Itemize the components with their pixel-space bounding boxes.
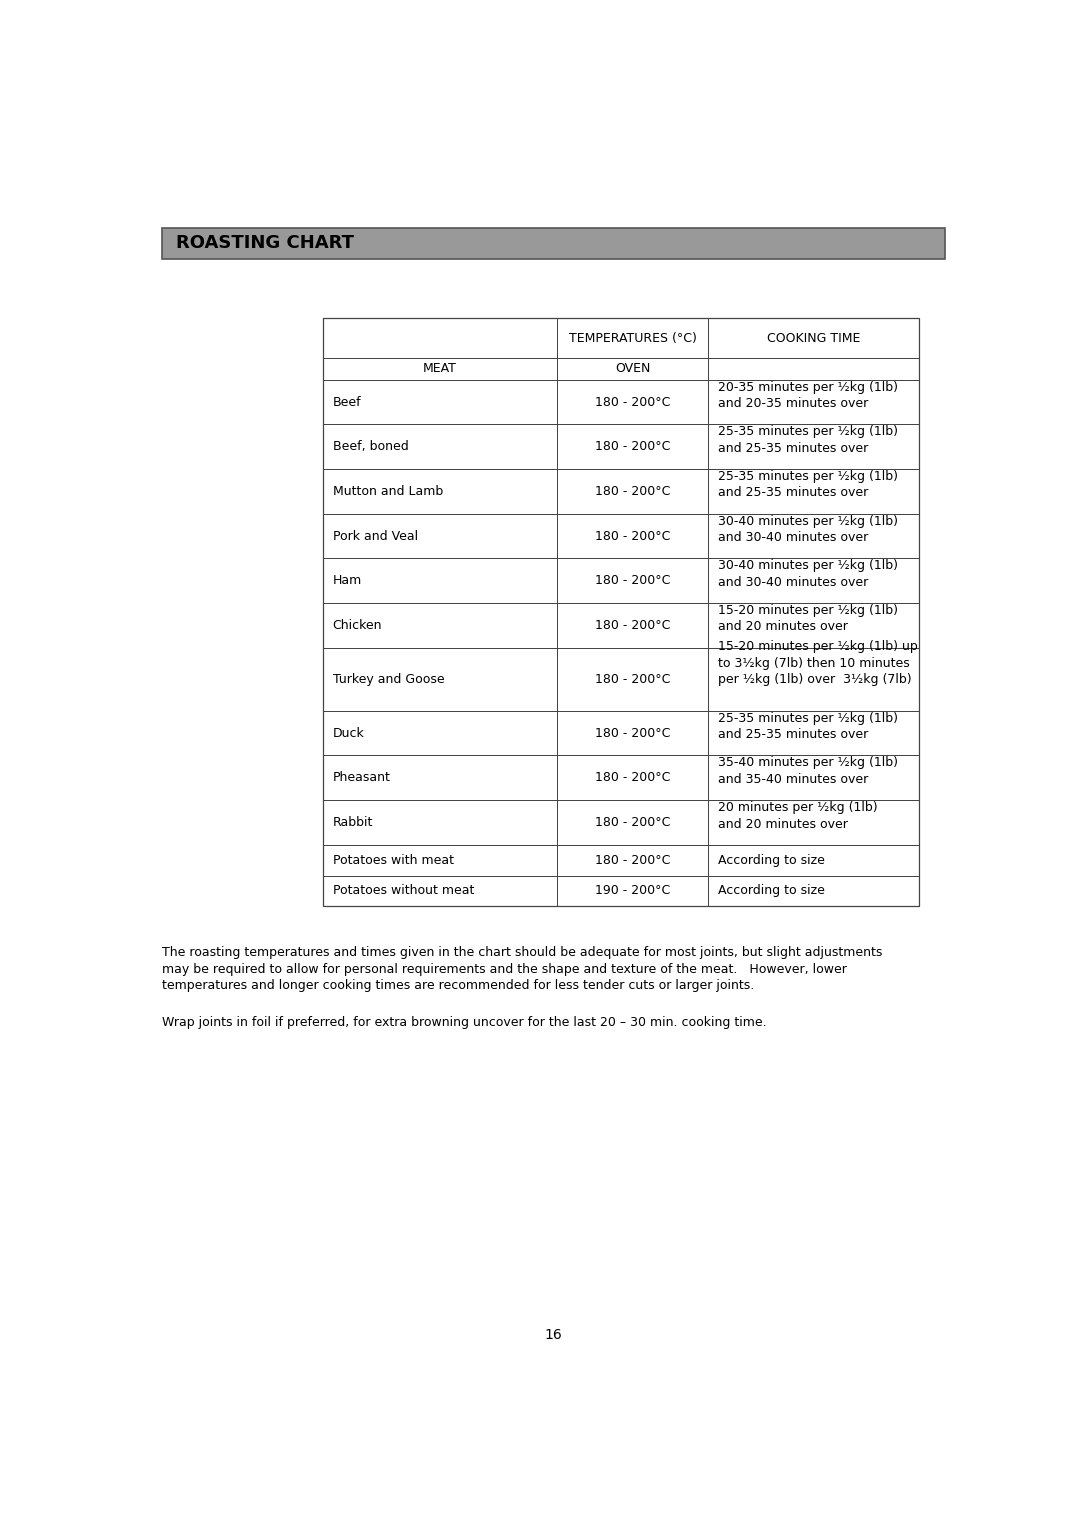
Bar (323, 469, 557, 513)
Text: TEMPERATURES (°C): TEMPERATURES (°C) (568, 332, 697, 345)
Bar (323, 425, 557, 469)
Bar (323, 513, 557, 558)
Text: Beef, boned: Beef, boned (333, 440, 408, 454)
Text: Potatoes without meat: Potatoes without meat (333, 885, 474, 897)
Bar (162, 228, 945, 258)
Bar (323, 755, 557, 801)
Text: Potatoes with meat: Potatoes with meat (333, 854, 454, 866)
Bar (707, 358, 919, 380)
Text: 25-35 minutes per ½kg (1lb)
and 25-35 minutes over: 25-35 minutes per ½kg (1lb) and 25-35 mi… (717, 471, 897, 500)
Bar (707, 425, 919, 469)
Bar (323, 558, 557, 604)
Text: 180 - 200°C: 180 - 200°C (595, 440, 671, 454)
Bar (323, 358, 557, 380)
Bar (707, 845, 919, 876)
Text: 180 - 200°C: 180 - 200°C (595, 530, 671, 542)
Text: 180 - 200°C: 180 - 200°C (595, 816, 671, 830)
Text: 35-40 minutes per ½kg (1lb)
and 35-40 minutes over: 35-40 minutes per ½kg (1lb) and 35-40 mi… (717, 756, 897, 785)
Text: According to size: According to size (717, 854, 824, 866)
Bar (323, 648, 557, 711)
Text: Wrap joints in foil if preferred, for extra browning uncover for the last 20 – 3: Wrap joints in foil if preferred, for ex… (162, 1016, 767, 1028)
Text: 25-35 minutes per ½kg (1lb)
and 25-35 minutes over: 25-35 minutes per ½kg (1lb) and 25-35 mi… (717, 425, 897, 455)
Bar (323, 380, 557, 425)
Text: Mutton and Lamb: Mutton and Lamb (333, 484, 443, 498)
Bar (707, 558, 919, 604)
Bar (707, 513, 919, 558)
Bar (557, 711, 707, 755)
Text: MEAT: MEAT (423, 362, 457, 376)
Bar (557, 380, 707, 425)
Text: 15-20 minutes per ½kg (1lb)
and 20 minutes over: 15-20 minutes per ½kg (1lb) and 20 minut… (717, 604, 897, 634)
Bar (557, 845, 707, 876)
Text: Beef: Beef (333, 396, 361, 408)
Bar (707, 380, 919, 425)
Bar (707, 648, 919, 711)
Bar (557, 801, 707, 845)
Bar (557, 604, 707, 648)
Bar (557, 425, 707, 469)
Text: 30-40 minutes per ½kg (1lb)
and 30-40 minutes over: 30-40 minutes per ½kg (1lb) and 30-40 mi… (717, 559, 897, 588)
Text: 30-40 minutes per ½kg (1lb)
and 30-40 minutes over: 30-40 minutes per ½kg (1lb) and 30-40 mi… (717, 515, 897, 544)
Bar (323, 845, 557, 876)
Bar (557, 558, 707, 604)
Text: Duck: Duck (333, 727, 364, 740)
Text: 16: 16 (544, 1328, 563, 1342)
Bar (707, 876, 919, 906)
Bar (707, 318, 919, 358)
Text: 180 - 200°C: 180 - 200°C (595, 727, 671, 740)
Bar (323, 318, 919, 906)
Text: 190 - 200°C: 190 - 200°C (595, 885, 670, 897)
Bar (323, 876, 557, 906)
Bar (557, 755, 707, 801)
Text: 15-20 minutes per ½kg (1lb) up
to 3½kg (7lb) then 10 minutes
per ½kg (1lb) over : 15-20 minutes per ½kg (1lb) up to 3½kg (… (717, 640, 917, 686)
Text: 20-35 minutes per ½kg (1lb)
and 20-35 minutes over: 20-35 minutes per ½kg (1lb) and 20-35 mi… (717, 380, 897, 410)
Bar (557, 358, 707, 380)
Bar (323, 318, 557, 358)
Bar (557, 876, 707, 906)
Text: 20 minutes per ½kg (1lb)
and 20 minutes over: 20 minutes per ½kg (1lb) and 20 minutes … (717, 801, 877, 831)
Text: 180 - 200°C: 180 - 200°C (595, 396, 671, 408)
Text: Ham: Ham (333, 575, 362, 587)
Bar (707, 755, 919, 801)
Bar (557, 469, 707, 513)
Text: 180 - 200°C: 180 - 200°C (595, 672, 671, 686)
Text: 180 - 200°C: 180 - 200°C (595, 854, 671, 866)
Text: Pork and Veal: Pork and Veal (333, 530, 418, 542)
Text: OVEN: OVEN (615, 362, 650, 376)
Text: 180 - 200°C: 180 - 200°C (595, 772, 671, 784)
Bar (557, 648, 707, 711)
Text: 25-35 minutes per ½kg (1lb)
and 25-35 minutes over: 25-35 minutes per ½kg (1lb) and 25-35 mi… (717, 712, 897, 741)
Bar (323, 801, 557, 845)
Bar (557, 318, 707, 358)
Text: 180 - 200°C: 180 - 200°C (595, 484, 671, 498)
Text: COOKING TIME: COOKING TIME (767, 332, 860, 345)
Text: 180 - 200°C: 180 - 200°C (595, 575, 671, 587)
Text: 180 - 200°C: 180 - 200°C (595, 619, 671, 633)
Text: According to size: According to size (717, 885, 824, 897)
Text: The roasting temperatures and times given in the chart should be adequate for mo: The roasting temperatures and times give… (162, 946, 882, 992)
Bar (707, 604, 919, 648)
Bar (557, 513, 707, 558)
Text: Turkey and Goose: Turkey and Goose (333, 672, 444, 686)
Bar (323, 711, 557, 755)
Text: ROASTING CHART: ROASTING CHART (176, 234, 354, 252)
Bar (707, 801, 919, 845)
Bar (707, 711, 919, 755)
Text: Pheasant: Pheasant (333, 772, 391, 784)
Text: Rabbit: Rabbit (333, 816, 373, 830)
Bar (323, 604, 557, 648)
Bar (707, 469, 919, 513)
Text: Chicken: Chicken (333, 619, 382, 633)
